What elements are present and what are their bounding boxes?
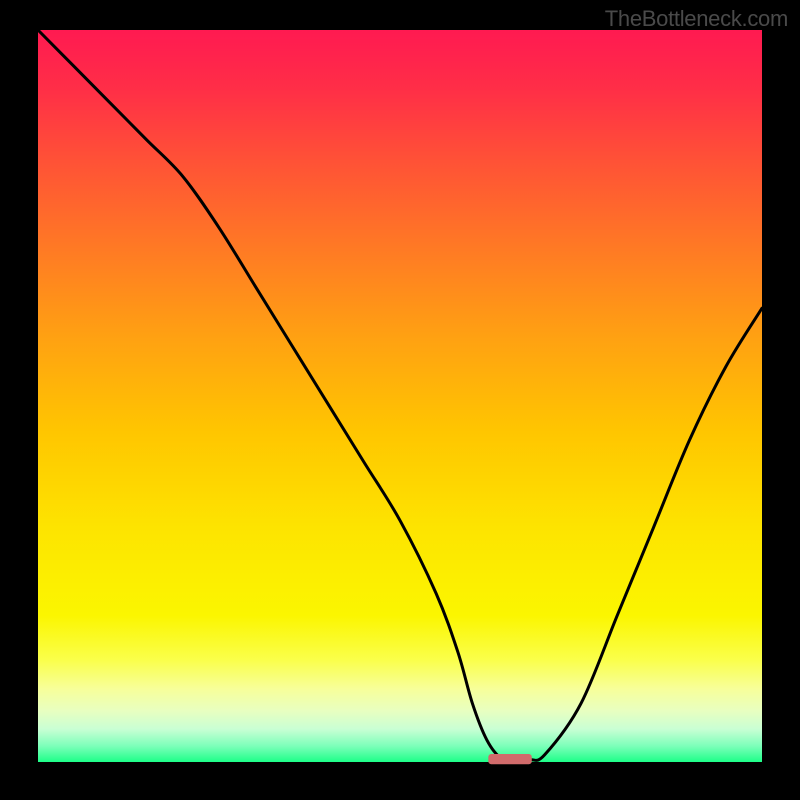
chart-container: TheBottleneck.com xyxy=(0,0,800,800)
optimal-marker xyxy=(488,754,531,764)
bottleneck-curve-chart xyxy=(0,0,800,800)
watermark-text: TheBottleneck.com xyxy=(605,6,788,32)
